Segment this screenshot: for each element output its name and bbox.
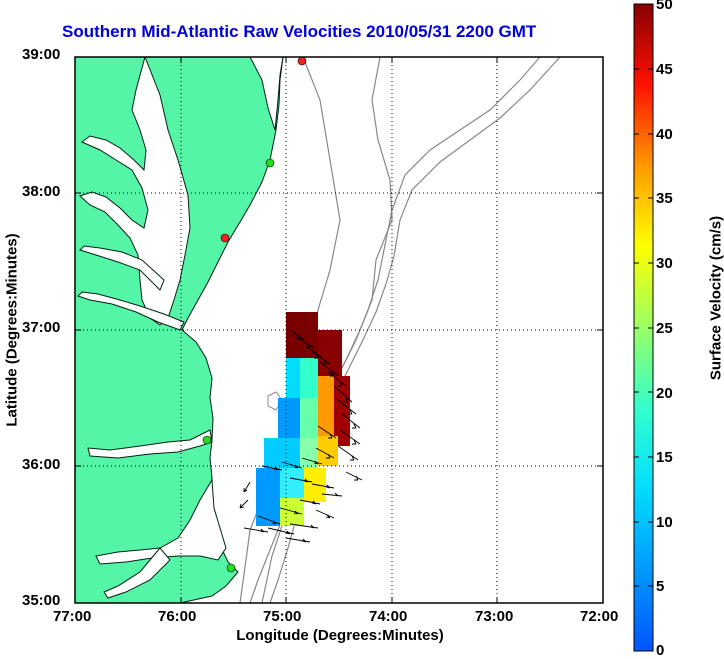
neuse-river (103, 547, 171, 599)
chesapeake-bay (79, 57, 191, 326)
velocity-coverage (256, 312, 350, 526)
x-tick-label: 75:00 (263, 608, 302, 625)
york-river (79, 245, 165, 291)
x-tick-label: 76:00 (158, 608, 197, 625)
albemarle-sound (87, 429, 213, 459)
colorbar-tick-label: 25 (656, 320, 673, 337)
radar-station-marker (226, 563, 236, 573)
colorbar-tick-label: 0 (656, 642, 665, 659)
radar-station-marker (220, 233, 230, 243)
radar-station-marker (265, 158, 275, 168)
radar-station-marker (202, 435, 212, 445)
colorbar-ticks (634, 68, 653, 587)
y-tick-label: 37:00 (22, 319, 61, 336)
colorbar-tick-label: 10 (656, 514, 673, 531)
colorbar-tick-label: 15 (656, 449, 673, 466)
colorbar-tick-label: 20 (656, 385, 673, 402)
colorbar-tick-label: 5 (656, 578, 665, 595)
x-tick-label: 72:00 (580, 608, 619, 625)
x-axis-label: Longitude (Degrees:Minutes) (236, 627, 444, 644)
y-tick-label: 39:00 (22, 46, 61, 63)
y-tick-label: 38:00 (22, 183, 61, 200)
x-tick-label: 74:00 (369, 608, 408, 625)
james-river (77, 291, 185, 331)
radar-station-marker (297, 57, 307, 66)
y-tick-label: 36:00 (22, 456, 61, 473)
colorbar-tick-label: 35 (656, 190, 673, 207)
y-tick-label: 35:00 (22, 592, 61, 609)
colorbar-tick-label: 50 (656, 0, 673, 13)
colorbar-tick-label: 45 (656, 61, 673, 78)
pamlico-sound (95, 478, 227, 565)
colorbar-tick-label: 40 (656, 126, 673, 143)
x-tick-label: 73:00 (475, 608, 514, 625)
delaware-bay (249, 57, 284, 131)
grid-lines (75, 57, 603, 603)
axis-ticks (75, 57, 603, 603)
map-title: Southern Mid-Atlantic Raw Velocities 201… (62, 22, 537, 41)
colorbar-tick-label: 30 (656, 255, 673, 272)
x-tick-label: 77:00 (53, 608, 92, 625)
